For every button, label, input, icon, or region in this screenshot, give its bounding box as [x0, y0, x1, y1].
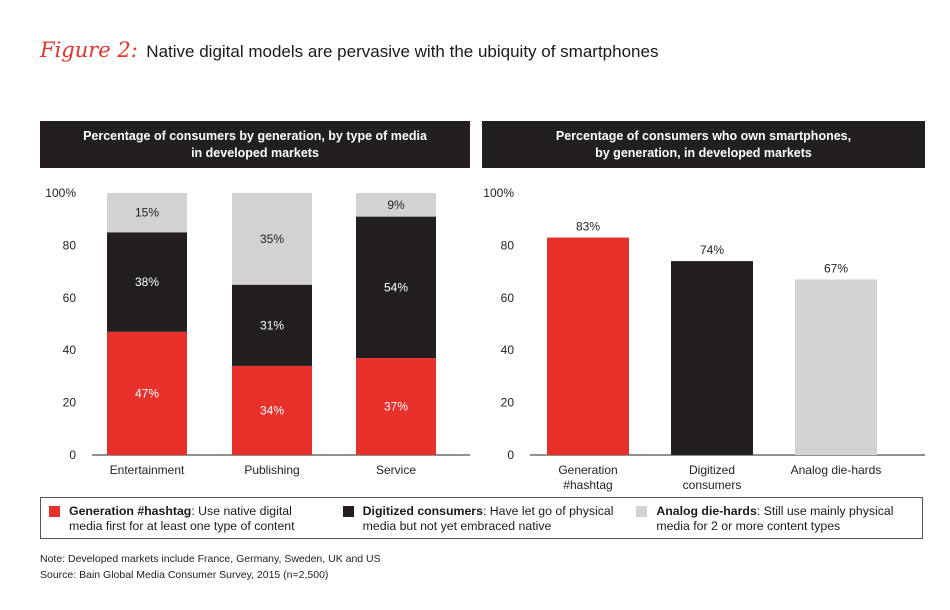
left-y-tick-2: 40 [63, 343, 77, 357]
left-bar-label-entertainment-0: 47% [135, 386, 159, 400]
figure-title-text: Native digital models are pervasive with… [146, 42, 659, 61]
right-chart-title-line-1: Percentage of consumers who own smartpho… [555, 129, 852, 144]
right-y-tick-5: 100% [483, 186, 514, 200]
legend: Generation #hashtag: Use native digital … [40, 497, 923, 539]
left-bar-publishing-2 [232, 193, 312, 285]
right-bar-label-0: 83% [576, 220, 600, 234]
legend-name-hashtag: Generation #hashtag [69, 504, 192, 518]
figure-label: Figure 2: [40, 38, 138, 62]
left-bar-entertainment-0 [107, 331, 187, 455]
legend-item-analog: Analog die-hards: Still use mainly physi… [628, 498, 922, 538]
left-bar-label-service-2: 9% [387, 198, 405, 212]
left-y-tick-0: 0 [69, 448, 76, 462]
left-bar-label-service-0: 37% [384, 400, 408, 414]
legend-desc-digitized-1: : Have let go of physical [482, 504, 614, 518]
left-bar-publishing-1 [232, 284, 312, 366]
left-bar-publishing-0 [232, 365, 312, 455]
right-x-label-2-0: Analog die-hards [791, 463, 882, 477]
left-chart-title-line-1: Percentage of consumers by generation, b… [83, 129, 427, 144]
left-x-label-1: Publishing [244, 463, 299, 477]
legend-name-analog: Analog die-hards [656, 504, 757, 518]
left-bar-entertainment-2 [107, 193, 187, 233]
left-bar-service-0 [356, 358, 436, 455]
left-bar-label-entertainment-1: 38% [135, 275, 159, 289]
right-bar-2 [795, 279, 877, 455]
source-text: Source: Bain Global Media Consumer Surve… [40, 569, 329, 581]
right-x-label-1-1: consumers [683, 478, 742, 492]
right-x-label-0-0: Generation [558, 463, 617, 477]
left-y-tick-4: 80 [63, 238, 77, 252]
left-y-tick-5: 100% [45, 186, 76, 200]
right-chart-header: Percentage of consumers who own smartpho… [482, 121, 925, 168]
right-x-label-0-1: #hashtag [563, 478, 612, 492]
right-y-tick-2: 40 [501, 343, 515, 357]
left-bar-label-entertainment-2: 15% [135, 206, 159, 220]
left-bar-label-publishing-2: 35% [260, 232, 284, 246]
legend-desc-hashtag-1: : Use native digital [191, 504, 292, 518]
right-x-label-1-0: Digitized [689, 463, 735, 477]
right-chart-title-line-2: by generation, in developed markets [595, 145, 812, 160]
left-bar-label-service-1: 54% [384, 280, 408, 294]
left-bar-entertainment-1 [107, 232, 187, 332]
right-bar-0 [547, 237, 629, 455]
right-bar-1 [671, 261, 753, 455]
legend-name-digitized: Digitized consumers [362, 504, 483, 518]
right-y-tick-1: 20 [501, 396, 515, 410]
legend-swatch-analog [636, 506, 648, 517]
left-bar-service-2 [356, 193, 436, 217]
left-x-label-0: Entertainment [110, 463, 185, 477]
right-bar-label-1: 74% [700, 243, 724, 257]
legend-desc-analog-1: : Still use mainly physical [756, 504, 894, 518]
left-y-tick-1: 20 [63, 396, 77, 410]
legend-desc-hashtag-2: media first for at least one type of con… [69, 519, 295, 533]
left-y-tick-3: 60 [63, 291, 77, 305]
legend-swatch-digitized [342, 506, 354, 517]
legend-desc-analog-2: media for 2 or more content types [656, 519, 841, 533]
left-bar-service-1 [356, 216, 436, 359]
note-text: Note: Developed markets include France, … [40, 553, 381, 565]
right-bar-label-2: 67% [824, 261, 848, 275]
left-bar-label-publishing-1: 31% [260, 318, 284, 332]
left-x-label-2: Service [376, 463, 416, 477]
left-chart-header: Percentage of consumers by generation, b… [40, 121, 470, 168]
legend-item-digitized: Digitized consumers: Have let go of phys… [335, 498, 629, 538]
left-bar-label-publishing-0: 34% [260, 403, 284, 417]
right-y-tick-3: 60 [501, 291, 515, 305]
right-y-tick-0: 0 [507, 448, 514, 462]
legend-item-hashtag: Generation #hashtag: Use native digital … [41, 498, 335, 538]
left-chart-title-line-2: in developed markets [191, 145, 319, 160]
legend-swatch-hashtag [49, 506, 60, 517]
right-y-tick-4: 80 [501, 238, 515, 252]
legend-desc-digitized-2: media but not yet embraced native [362, 519, 552, 533]
figure-title: Figure 2: Native digital models are perv… [40, 38, 658, 62]
